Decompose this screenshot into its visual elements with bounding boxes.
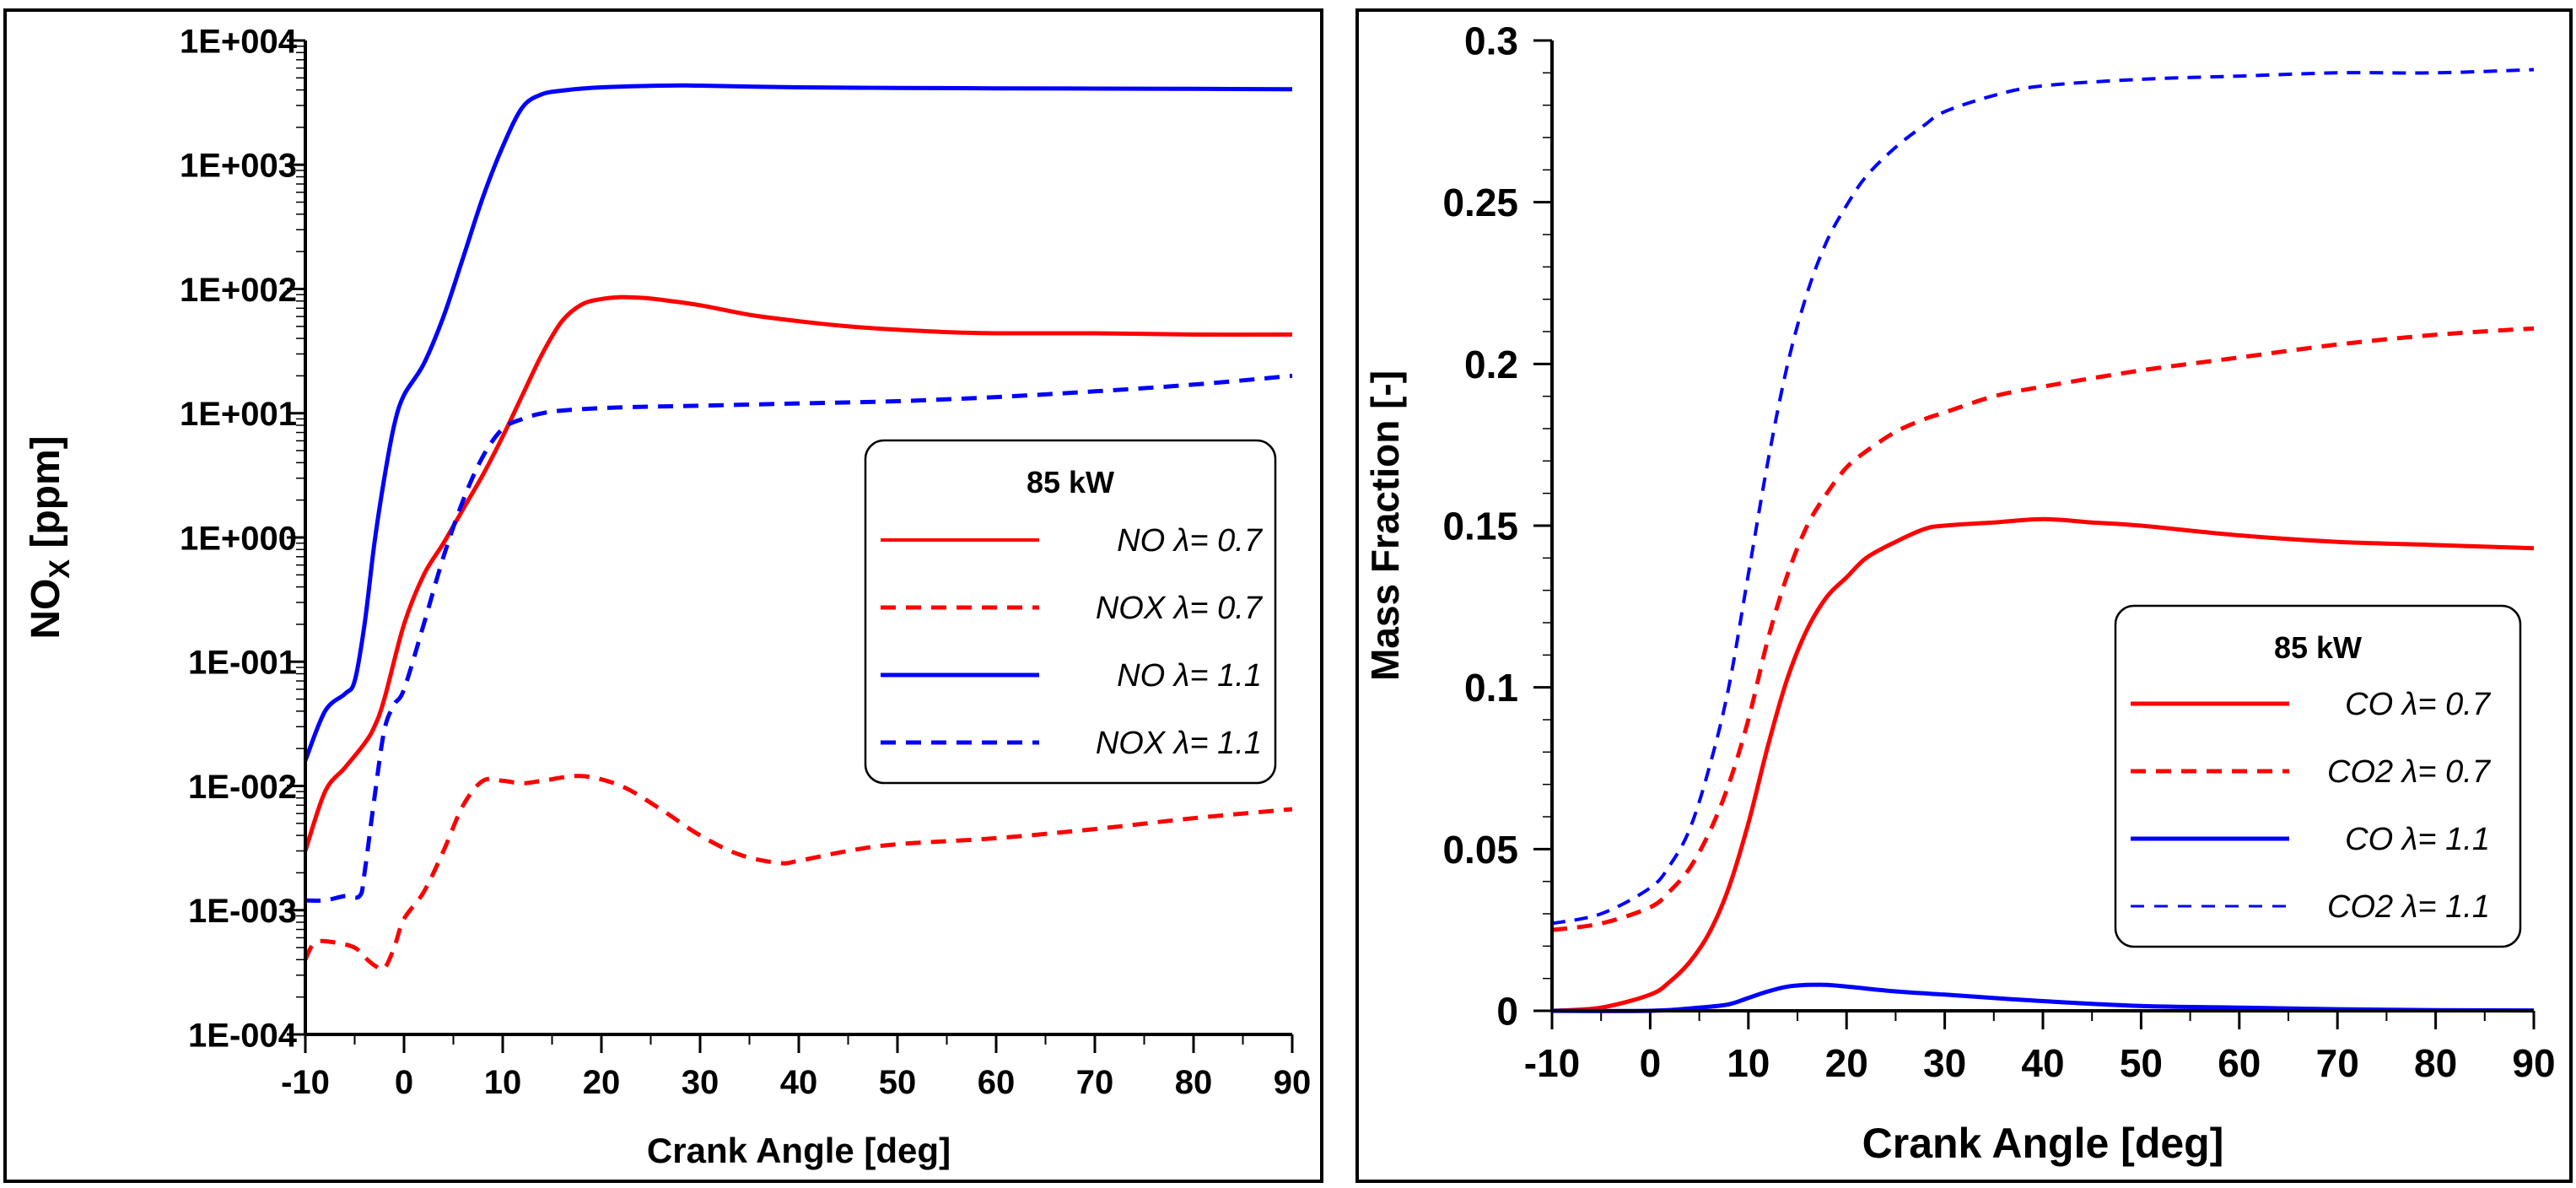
right-y-tick-label: 0.3	[1464, 19, 1518, 63]
right-series-1	[1551, 516, 2535, 1013]
left-legend-entry-2: NOX λ= 0.7	[881, 591, 1264, 626]
left-y-axis-title: NOX [ppm]	[24, 435, 76, 639]
right-y-axis-title: Mass Fraction [-]	[1363, 370, 1407, 681]
right-x-tick-label: 90	[2512, 1041, 2555, 1085]
left-legend-title: 85 kW	[1027, 465, 1114, 500]
right-legend-label-4: CO2 λ= 1.1	[2327, 889, 2490, 925]
left-x-tick-label: 0	[395, 1064, 413, 1101]
left-legend-box	[864, 439, 1277, 785]
left-x-tick-label: 40	[780, 1064, 818, 1101]
right-legend-entry-2: CO2 λ= 0.7	[2131, 754, 2492, 790]
right-series-4	[1551, 68, 2535, 926]
left-legend-label-2: NOX λ= 0.7	[1096, 591, 1264, 626]
left-series-2	[303, 774, 1293, 972]
left-x-tick-label: 80	[1175, 1064, 1213, 1101]
right-legend-entry-1: CO λ= 0.7	[2131, 687, 2492, 722]
left-x-tick-label: 10	[484, 1064, 522, 1101]
right-y-tick-label: 0	[1496, 990, 1518, 1034]
left-ticks: -10 0 10 20 30 40 50 60 70 80 90 1E-004 1E-003 1E-002…	[180, 23, 1311, 1101]
left-y-tick-label: 1E+004	[180, 23, 298, 60]
left-y-tick-label: 1E-003	[188, 893, 297, 930]
right-x-tick-label: 60	[2218, 1041, 2261, 1085]
left-x-tick-label: 90	[1274, 1064, 1312, 1101]
right-chart-frame	[1355, 8, 2573, 1183]
left-x-tick-label: 60	[978, 1064, 1016, 1101]
left-series-group	[303, 83, 1293, 972]
right-legend-label-1: CO λ= 0.7	[2345, 687, 2492, 722]
left-series-3	[303, 83, 1293, 762]
left-series-1	[303, 294, 1293, 852]
left-legend-label-1: NO λ= 0.7	[1117, 523, 1264, 559]
right-x-tick-label: 0	[1640, 1041, 1662, 1085]
right-x-tick-label: 40	[2021, 1041, 2064, 1085]
right-legend-entry-4: CO2 λ= 1.1	[2131, 889, 2490, 925]
left-y-tick-label: 1E+003	[180, 148, 297, 185]
right-y-tick-label: 0.05	[1442, 828, 1518, 872]
left-legend-label-4: NOX λ= 1.1	[1096, 726, 1262, 761]
right-y-tick-label: 0.1	[1464, 666, 1518, 710]
left-series-4	[304, 373, 1293, 903]
right-x-tick-label: 20	[1825, 1041, 1868, 1085]
left-x-tick-label: -10	[281, 1064, 330, 1101]
left-y-tick-label: 1E-002	[188, 769, 297, 806]
right-x-tick-label: 80	[2414, 1041, 2457, 1085]
left-legend-entry-1: NO λ= 0.7	[881, 523, 1264, 559]
right-legend-label-3: CO λ= 1.1	[2345, 822, 2490, 857]
right-series-group	[1551, 68, 2535, 1013]
right-y-tick-label: 0.25	[1442, 181, 1518, 224]
right-x-tick-label: 10	[1727, 1041, 1770, 1085]
left-legend-label-3: NO λ= 1.1	[1117, 658, 1262, 694]
right-x-tick-label: 30	[1923, 1041, 1966, 1085]
left-y-tick-label: 1E-004	[188, 1017, 298, 1054]
left-legend-entry-4: NOX λ= 1.1	[881, 726, 1262, 761]
left-x-axis-title: Crank Angle [deg]	[647, 1131, 951, 1170]
right-legend: 85 kW CO λ= 0.7 CO2 λ= 0.7 CO λ= 1.1 CO2…	[2114, 604, 2522, 948]
left-x-tick-label: 30	[682, 1064, 719, 1101]
left-x-tick-label: 70	[1076, 1064, 1114, 1101]
left-legend: 85 kW NO λ= 0.7 NOX λ= 0.7 NO λ= 1.1 NOX…	[864, 439, 1277, 785]
right-x-tick-label: 70	[2316, 1041, 2359, 1085]
right-legend-label-2: CO2 λ= 0.7	[2327, 754, 2492, 790]
left-y-tick-label: 1E-001	[188, 645, 297, 682]
right-legend-entry-3: CO λ= 1.1	[2131, 822, 2490, 857]
right-legend-box	[2114, 604, 2522, 948]
right-axes	[1550, 40, 2534, 1012]
left-y-tick-label: 1E+000	[180, 520, 297, 557]
right-x-axis-title: Crank Angle [deg]	[1862, 1120, 2224, 1167]
right-series-3	[1551, 982, 2535, 1013]
right-legend-title: 85 kW	[2274, 630, 2362, 665]
right-x-tick-label: 50	[2120, 1041, 2163, 1085]
left-legend-entry-3: NO λ= 1.1	[881, 658, 1262, 694]
left-y-tick-label: 1E+001	[180, 396, 297, 433]
left-x-tick-label: 20	[583, 1064, 621, 1101]
right-series-2	[1551, 326, 2535, 932]
right-y-tick-label: 0.15	[1442, 505, 1518, 548]
left-y-tick-label: 1E+002	[180, 272, 297, 309]
left-x-tick-label: 50	[879, 1064, 917, 1101]
right-ticks: -10 0 10 20 30 40 50 60 70 80 9000.050.10.150.20.2…	[1442, 19, 2555, 1085]
left-axes	[304, 40, 1292, 1036]
right-x-tick-label: -10	[1524, 1041, 1580, 1085]
right-y-tick-label: 0.2	[1464, 343, 1518, 386]
